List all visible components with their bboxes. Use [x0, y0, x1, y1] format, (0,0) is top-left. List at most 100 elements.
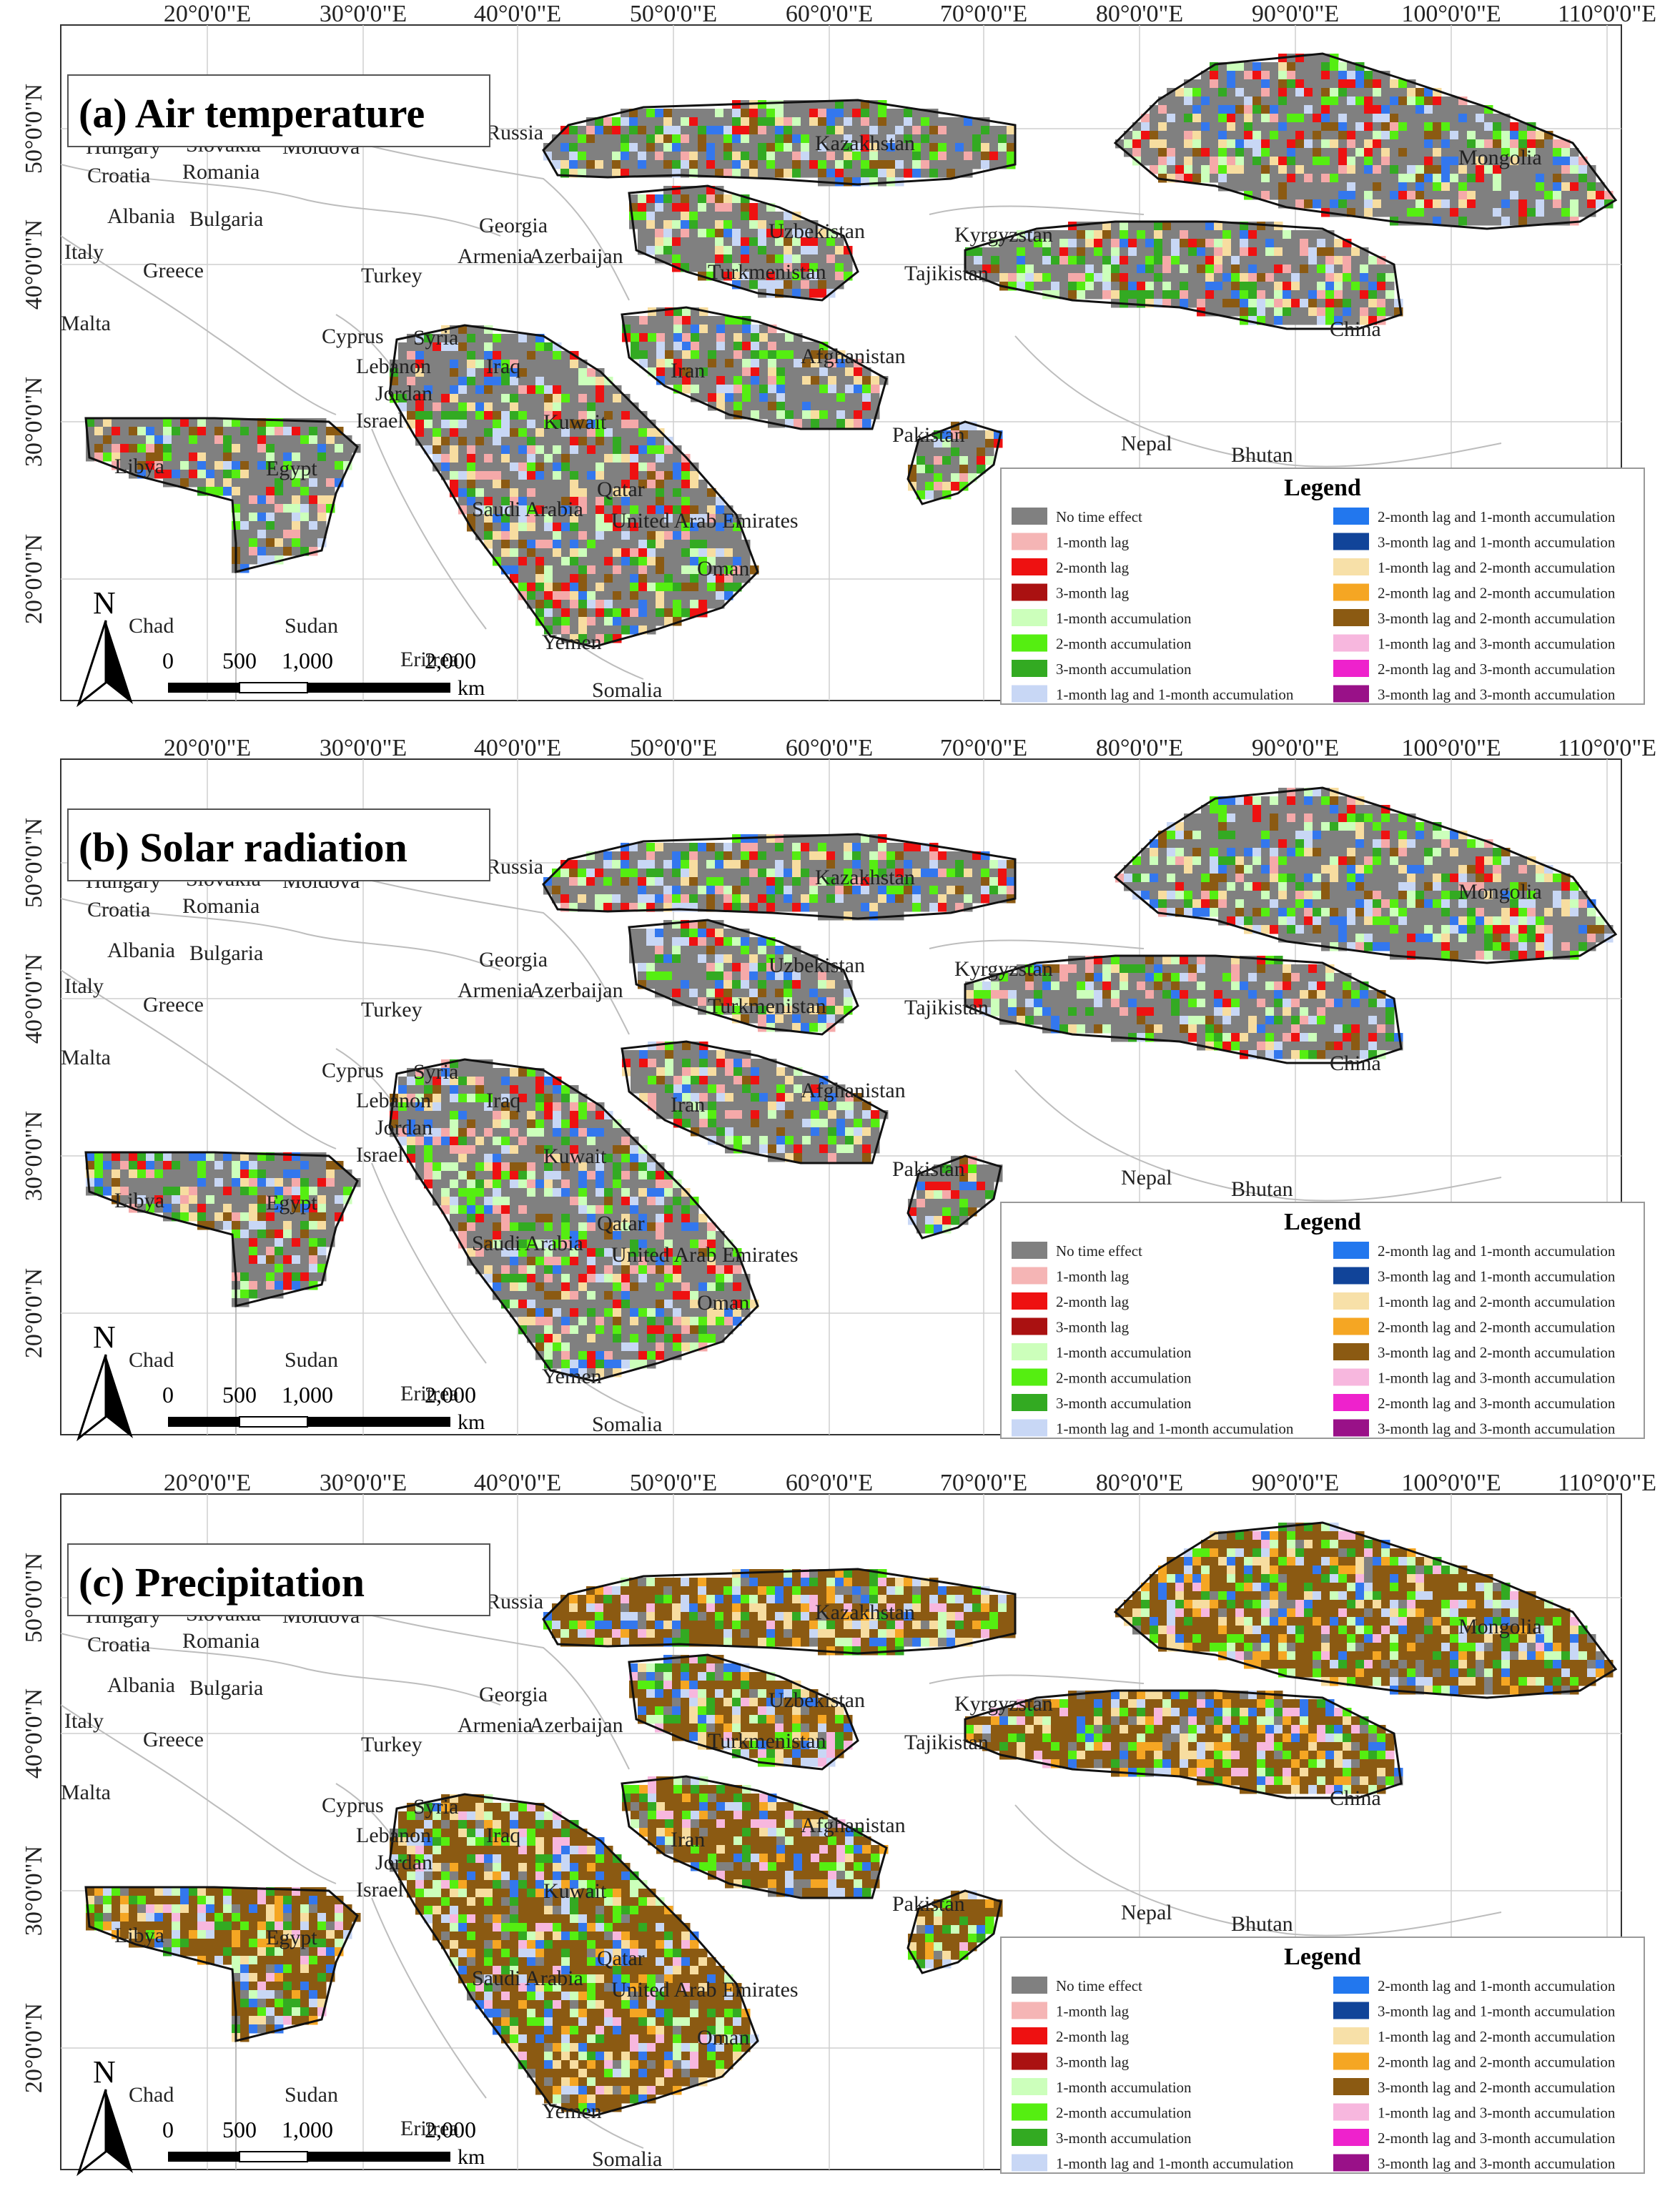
scale-tick-label: 0 [162, 648, 174, 673]
region-outline [84, 1886, 359, 2042]
region-outline [542, 1568, 1017, 1655]
region-outline [542, 99, 1017, 186]
country-label: China [1330, 1786, 1381, 1810]
longitude-label: 60°0'0"E [786, 735, 873, 761]
legend-item: 2-month lag and 3-month accumulation [1333, 1394, 1616, 1412]
legend-label: 2-month lag [1056, 2028, 1130, 2045]
legend-label: 2-month lag and 1-month accumulation [1378, 508, 1616, 525]
legend-swatch [1333, 660, 1369, 677]
region-outline [388, 324, 759, 648]
legend-item: 1-month lag and 1-month accumulation [1012, 685, 1294, 703]
country-label: Georgia [479, 214, 548, 237]
legend-label: 2-month lag and 3-month accumulation [1378, 661, 1616, 678]
latitude-label: 30°0'0"N [21, 1111, 47, 1201]
legend-label: 1-month lag and 3-month accumulation [1378, 635, 1616, 653]
country-border [1014, 1804, 1502, 1937]
latitude-label: 50°0'0"N [21, 84, 47, 174]
scale-tick-label: 2,000 [425, 2117, 476, 2142]
country-label: Oman [697, 2026, 749, 2049]
axis-labels: 20°0'0"E 30°0'0"E 40°0'0"E 50°0'0"E 60°0'0"E… [21, 1, 1656, 624]
country-label: Azerbaijan [529, 244, 623, 268]
scale-tick-label: 2,000 [425, 648, 476, 673]
legend-swatch [1012, 685, 1047, 703]
region-outline [388, 1058, 759, 1383]
legend-label: 2-month accumulation [1056, 2104, 1192, 2122]
panel-b: RussiaKazakhstanMongoliaHungarySlovakiaM… [21, 735, 1656, 1442]
country-label: Sudan [285, 2083, 338, 2107]
country-label: Romania [182, 160, 260, 184]
legend-label: 3-month lag and 2-month accumulation [1378, 610, 1616, 627]
legend-item: 1-month lag and 1-month accumulation [1012, 1419, 1294, 1438]
country-label: Israel [356, 1878, 404, 1901]
latitude-label: 20°0'0"N [21, 1268, 47, 1358]
north-label: N [93, 2054, 116, 2089]
country-label: Nepal [1121, 1901, 1172, 1924]
legend-label: 3-month lag and 1-month accumulation [1378, 1268, 1616, 1285]
country-label: Somalia [592, 1413, 662, 1436]
region-outline [1113, 786, 1618, 964]
legend-item: 2-month lag and 2-month accumulation [1333, 583, 1616, 602]
country-border [61, 1633, 501, 1706]
legend-item: 1-month accumulation [1012, 609, 1192, 627]
country-label: Tajikistan [904, 996, 989, 1019]
legend-swatch [1333, 1368, 1369, 1386]
country-label: Armenia [458, 1713, 533, 1737]
legend-title: Legend [1284, 475, 1361, 501]
legend-swatch [1333, 533, 1369, 550]
legend-swatch [1012, 2078, 1047, 2095]
legend-item: 3-month accumulation [1012, 1394, 1192, 1412]
country-label: Uzbekistan [769, 1688, 865, 1712]
region-outline [964, 1689, 1403, 1799]
country-label: Turkey [361, 264, 423, 287]
legend-swatch [1012, 1394, 1047, 1411]
country-label: Israel [356, 409, 404, 432]
country-label: Libya [114, 1189, 164, 1212]
longitude-label: 90°0'0"E [1252, 735, 1339, 761]
legend-swatch [1333, 2103, 1369, 2121]
region-outline [906, 1889, 1002, 1974]
legend-label: 2-month accumulation [1056, 1370, 1192, 1387]
effect-raster [86, 54, 1614, 643]
country-label: Kazakhstan [815, 866, 915, 889]
longitude-label: 90°0'0"E [1252, 1470, 1339, 1496]
country-label: Malta [61, 1781, 111, 1804]
legend-swatch [1333, 1419, 1369, 1437]
longitude-label: 80°0'0"E [1096, 1470, 1183, 1496]
axis-labels: 20°0'0"E 30°0'0"E 40°0'0"E 50°0'0"E 60°0'0"E… [21, 1470, 1656, 2093]
country-label: Jordan [375, 1116, 433, 1139]
legend-swatch [1012, 2002, 1047, 2019]
legend-label: 2-month lag [1056, 559, 1130, 576]
longitude-label: 90°0'0"E [1252, 1, 1339, 27]
country-border [929, 939, 1145, 949]
country-label: Italy [64, 1709, 104, 1733]
legend-label: No time effect [1056, 508, 1142, 525]
legend-label: 1-month lag and 1-month accumulation [1056, 2155, 1294, 2172]
scale-tick-label: 1,000 [282, 648, 333, 673]
country-label: Iraq [486, 355, 520, 378]
legend-swatch [1012, 1368, 1047, 1386]
longitude-label: 50°0'0"E [630, 1470, 717, 1496]
legend-item: 2-month lag and 1-month accumulation [1333, 508, 1616, 525]
legend-swatch [1012, 1292, 1047, 1310]
region-outline [542, 833, 1017, 920]
legend-item: 1-month lag and 2-month accumulation [1333, 1292, 1616, 1310]
legend-label: 3-month lag and 2-month accumulation [1378, 1344, 1616, 1361]
legend-item: 1-month lag and 3-month accumulation [1333, 1368, 1616, 1387]
legend-item: 2-month lag and 2-month accumulation [1333, 2052, 1616, 2071]
legend-item: 1-month lag and 1-month accumulation [1012, 2154, 1294, 2172]
country-label: Iran [671, 1093, 705, 1117]
legend-label: 2-month lag and 2-month accumulation [1378, 2054, 1616, 2071]
country-label: Bhutan [1231, 1177, 1293, 1201]
country-label: Libya [114, 1924, 164, 1947]
country-label: Egypt [266, 457, 317, 480]
legend-swatch [1012, 2052, 1047, 2070]
longitude-label: 20°0'0"E [164, 1470, 251, 1496]
effect-raster [86, 1523, 1614, 2112]
country-label: Turkey [361, 998, 423, 1022]
legend-item: 3-month lag and 2-month accumulation [1333, 609, 1616, 627]
country-label: Oman [697, 1291, 749, 1315]
longitude-label: 80°0'0"E [1096, 1, 1183, 27]
country-label: Syria [413, 326, 458, 350]
longitude-label: 20°0'0"E [164, 735, 251, 761]
